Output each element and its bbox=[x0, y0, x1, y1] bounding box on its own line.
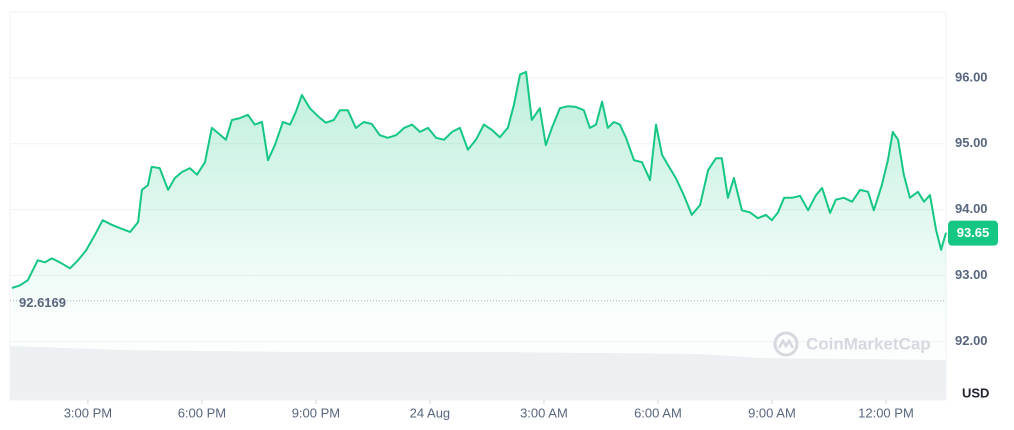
watermark-text: CoinMarketCap bbox=[806, 334, 931, 353]
y-tick-label: 92.00 bbox=[955, 333, 988, 348]
x-tick-label: 9:00 AM bbox=[748, 405, 796, 420]
x-tick-label: 24 Aug bbox=[410, 405, 451, 420]
y-tick-label: 94.00 bbox=[955, 201, 988, 216]
x-tick-label: 6:00 AM bbox=[634, 405, 682, 420]
x-tick-label: 9:00 PM bbox=[292, 405, 340, 420]
last-price-tag bbox=[948, 220, 998, 246]
unit-label: USD bbox=[962, 385, 989, 400]
x-tick-label: 3:00 PM bbox=[64, 405, 112, 420]
x-tick-label: 3:00 AM bbox=[520, 405, 568, 420]
open-price-label: 92.6169 bbox=[19, 295, 66, 310]
price-area bbox=[11, 71, 946, 401]
x-tick-label: 6:00 PM bbox=[178, 405, 226, 420]
last-price-label: 93.65 bbox=[957, 225, 990, 240]
y-tick-label: 93.00 bbox=[955, 267, 988, 282]
y-tick-label: 95.00 bbox=[955, 135, 988, 150]
watermark: CoinMarketCap bbox=[773, 331, 931, 357]
price-line bbox=[11, 70, 947, 289]
x-tick-label: 12:00 PM bbox=[858, 405, 914, 420]
y-tick-label: 96.00 bbox=[955, 69, 988, 84]
